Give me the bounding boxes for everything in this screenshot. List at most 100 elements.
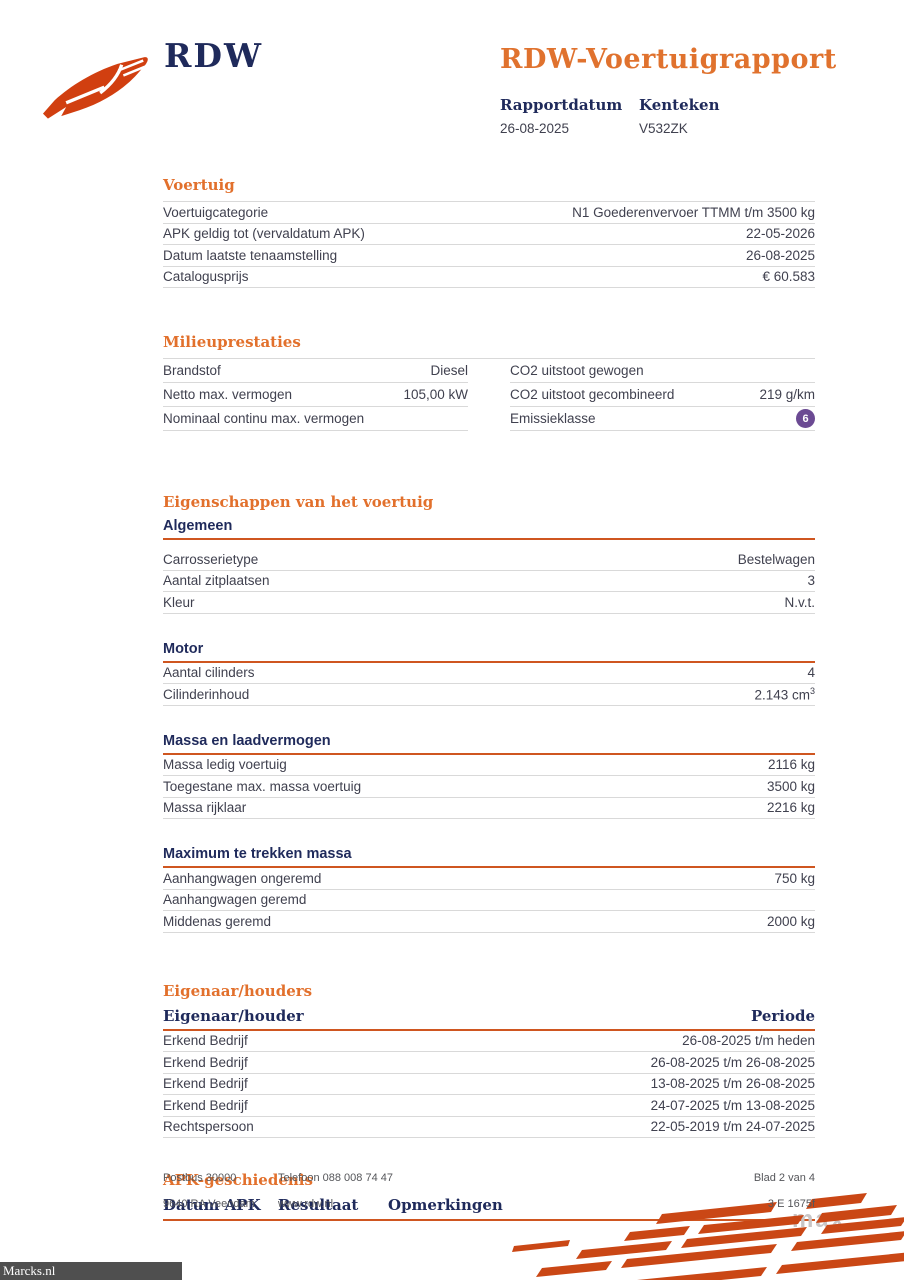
milieu-cell-left: Brandstof Diesel	[163, 359, 468, 383]
row-label: Emissieklasse	[510, 411, 596, 426]
row-value: N1 Goederenvervoer TTMM t/m 3500 kg	[572, 204, 815, 220]
page-title: RDW-Voertuigrapport	[500, 44, 837, 75]
rdw-feather-logo-icon	[38, 50, 154, 130]
algemeen-table: Carrosserietype Bestelwagen Aantal zitpl…	[163, 549, 815, 614]
footer-postbus: Postbus 30000	[163, 1172, 237, 1184]
rdw-logo-text: RDW	[164, 36, 264, 75]
row-label: Toegestane max. massa voertuig	[163, 778, 362, 794]
footer-form-code: 3 E 1675f	[767, 1198, 815, 1210]
owner-name: Erkend Bedrijf	[163, 1054, 248, 1070]
voertuig-table: Voertuigcategorie N1 Goederenvervoer TTM…	[163, 201, 815, 288]
table-row: Brandstof Diesel CO2 uitstoot gewogen	[163, 359, 815, 383]
row-value: 2.143 cm3	[754, 686, 815, 703]
bottom-feather-logo: max	[512, 1188, 904, 1280]
row-value-superscript: 3	[809, 686, 815, 696]
row-label: Aantal zitplaatsen	[163, 573, 270, 589]
row-label: Middenas geremd	[163, 913, 272, 929]
owner-period: 22-05-2019 t/m 24-07-2025	[650, 1119, 815, 1135]
subsection-title-massa: Massa en laadvermogen	[163, 733, 815, 755]
row-label: Datum laatste tenaamstelling	[163, 247, 338, 263]
report-date-value: 26-08-2025	[500, 121, 570, 136]
table-row: Erkend Bedrijf 26-08-2025 t/m heden	[163, 1031, 815, 1052]
owner-column-header: Eigenaar/houder	[163, 1006, 304, 1025]
section-title-apk: APK-geschiedenis	[163, 1171, 313, 1189]
section-title-eigenaren: Eigenaar/houders	[163, 981, 313, 1000]
owner-period: 24-07-2025 t/m 13-08-2025	[650, 1097, 815, 1113]
apk-result-column-header: Resultaat	[278, 1196, 359, 1214]
plate-block: Kenteken V532ZK	[639, 96, 778, 136]
apk-date-column-header: Datum APK	[163, 1196, 261, 1214]
massa-table: Massa ledig voertuig 2116 kg Toegestane …	[163, 755, 815, 819]
owner-table: Erkend Bedrijf 26-08-2025 t/m heden Erke…	[163, 1031, 815, 1138]
table-row: Cilinderinhoud 2.143 cm3	[163, 684, 815, 706]
owner-name: Erkend Bedrijf	[163, 1097, 248, 1113]
footer-row: Postbus 30000 Telefoon 088 008 74 47 Bla…	[163, 1172, 815, 1184]
table-row: Massa ledig voertuig 2116 kg	[163, 755, 815, 776]
subsection-title-algemeen: Algemeen	[163, 518, 815, 540]
owner-period: 26-08-2025 t/m heden	[682, 1033, 815, 1049]
milieu-table: Brandstof Diesel CO2 uitstoot gewogen Ne…	[163, 358, 815, 431]
table-row: Erkend Bedrijf 13-08-2025 t/m 26-08-2025	[163, 1074, 815, 1095]
subsection-title-trekken: Maximum te trekken massa	[163, 846, 815, 868]
milieu-cell-left: Netto max. vermogen 105,00 kW	[163, 383, 468, 407]
section-title-voertuig: Voertuig	[163, 176, 235, 194]
row-value: 4	[807, 665, 815, 681]
apk-table-header: Datum APK Resultaat Opmerkingen	[163, 1196, 815, 1221]
table-row: Carrosserietype Bestelwagen	[163, 549, 815, 571]
row-label: Netto max. vermogen	[163, 387, 293, 402]
owner-period: 13-08-2025 t/m 26-08-2025	[650, 1076, 815, 1092]
report-meta: Rapportdatum 26-08-2025 Kenteken V532ZK	[500, 96, 778, 136]
table-row: Nominaal continu max. vermogen Emissiekl…	[163, 407, 815, 431]
motor-table: Aantal cilinders 4 Cilinderinhoud 2.143 …	[163, 663, 815, 706]
row-value: 2216 kg	[766, 800, 815, 816]
row-label: Nominaal continu max. vermogen	[163, 411, 365, 426]
row-value: 2116 kg	[767, 757, 815, 773]
footer-phone: Telefoon 088 008 74 47	[278, 1172, 393, 1184]
table-row: Kleur N.v.t.	[163, 592, 815, 614]
feather-stripes-icon	[512, 1193, 904, 1280]
row-value: Bestelwagen	[737, 551, 815, 567]
milieu-cell-right: CO2 uitstoot gewogen	[510, 359, 815, 383]
report-date-label: Rapportdatum	[500, 96, 623, 114]
table-row: Datum laatste tenaamstelling 26-08-2025	[163, 245, 815, 267]
page-footer: Postbus 30000 Telefoon 088 008 74 47 Bla…	[163, 1172, 815, 1224]
row-value: 22-05-2026	[745, 226, 815, 242]
table-row: Voertuigcategorie N1 Goederenvervoer TTM…	[163, 202, 815, 224]
row-value: 105,00 kW	[403, 387, 468, 402]
table-row: Catalogusprijs € 60.583	[163, 267, 815, 288]
row-value: Diesel	[430, 363, 468, 378]
footer-city: 9640 RA Veendam	[163, 1198, 255, 1210]
section-title-eigenschappen: Eigenschappen van het voertuig	[163, 493, 434, 511]
row-value: 750 kg	[774, 870, 815, 886]
table-row: Massa rijklaar 2216 kg	[163, 798, 815, 819]
milieu-cell-right: CO2 uitstoot gecombineerd 219 g/km	[510, 383, 815, 407]
footer-page-number: Blad 2 van 4	[753, 1172, 815, 1184]
period-column-header: Periode	[750, 1006, 815, 1025]
owner-name: Erkend Bedrijf	[163, 1076, 248, 1092]
trekken-table: Aanhangwagen ongeremd 750 kg Aanhangwage…	[163, 868, 815, 933]
plate-label: Kenteken	[639, 96, 720, 114]
row-label: CO2 uitstoot gewogen	[510, 363, 644, 378]
table-row: Toegestane max. massa voertuig 3500 kg	[163, 776, 815, 798]
row-value: € 60.583	[762, 269, 815, 285]
table-row: Erkend Bedrijf 26-08-2025 t/m 26-08-2025	[163, 1052, 815, 1074]
row-label: CO2 uitstoot gecombineerd	[510, 387, 675, 402]
row-label: Massa rijklaar	[163, 800, 247, 816]
milieu-cell-right: Emissieklasse 6	[510, 407, 815, 431]
table-row: Rechtspersoon 22-05-2019 t/m 24-07-2025	[163, 1117, 815, 1138]
row-label: Catalogusprijs	[163, 269, 249, 285]
table-row: Netto max. vermogen 105,00 kW CO2 uitsto…	[163, 383, 815, 407]
row-label: APK geldig tot (vervaldatum APK)	[163, 226, 365, 242]
subsection-title-motor: Motor	[163, 641, 815, 663]
table-row: Aantal cilinders 4	[163, 663, 815, 684]
table-row: Aantal zitplaatsen 3	[163, 571, 815, 592]
report-body: Voertuig Voertuigcategorie N1 Goederenve…	[163, 176, 815, 1221]
row-value-text: 2.143 cm	[754, 687, 810, 703]
milieu-cell-left: Nominaal continu max. vermogen	[163, 407, 468, 431]
footer-website: www.rdw.nl	[278, 1198, 334, 1210]
plate-value: V532ZK	[639, 121, 688, 136]
apk-remarks-column-header: Opmerkingen	[388, 1196, 503, 1214]
row-value: 26-08-2025	[745, 247, 815, 263]
row-value: 3	[807, 573, 815, 589]
table-row: Aanhangwagen geremd	[163, 890, 815, 911]
